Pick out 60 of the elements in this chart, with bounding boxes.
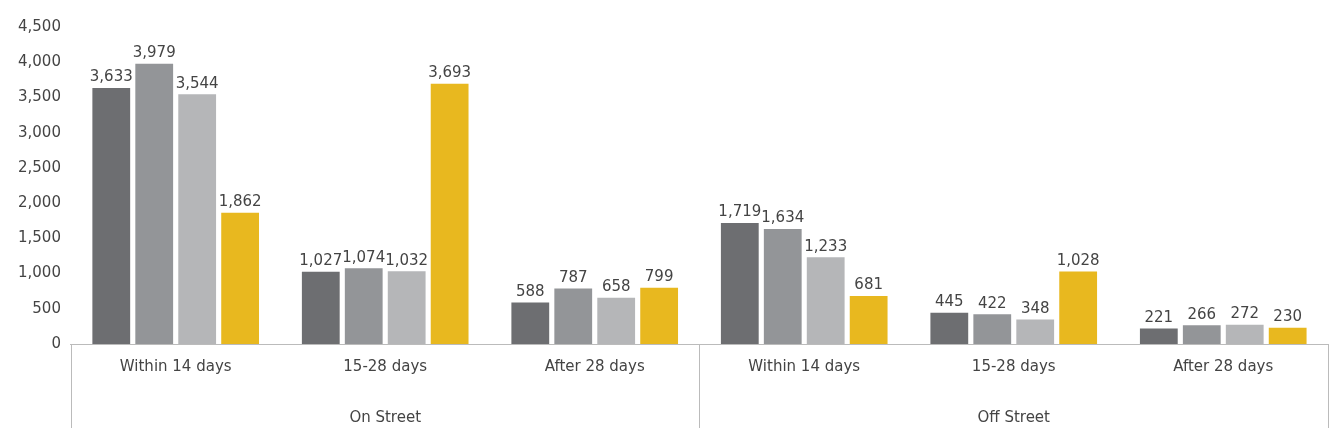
data-label: 1,719 xyxy=(718,202,762,221)
bar xyxy=(92,88,131,344)
text: Off Street xyxy=(977,408,1051,427)
x-tick-label: 15-28 days xyxy=(971,356,1056,375)
bar xyxy=(221,212,260,344)
bar xyxy=(1268,327,1307,344)
data-label: 422 xyxy=(977,293,1007,312)
x-tick-label: After 28 days xyxy=(1173,356,1274,375)
y-tick-label: 0 xyxy=(51,333,61,352)
data-label: 1,074 xyxy=(342,247,386,266)
x-tick-label: 15-28 days xyxy=(343,356,428,375)
data-label: 1,028 xyxy=(1056,250,1100,269)
bar xyxy=(301,271,340,344)
bar xyxy=(1182,325,1221,344)
y-tick-label: 1,500 xyxy=(17,228,61,247)
data-label: 266 xyxy=(1187,304,1217,323)
data-label: 1,027 xyxy=(299,251,343,270)
bar xyxy=(763,228,802,344)
y-tick-label: 4,500 xyxy=(17,16,61,35)
y-tick-label: 3,500 xyxy=(17,87,61,106)
bar xyxy=(554,288,593,344)
y-tick-label: 500 xyxy=(32,298,61,317)
x-tick-label: Within 14 days xyxy=(748,356,861,375)
data-label: 1,233 xyxy=(804,236,848,255)
data-label: 799 xyxy=(644,267,674,286)
bar xyxy=(849,296,888,344)
data-label: 445 xyxy=(934,292,964,311)
y-tick-label: 1,000 xyxy=(17,263,61,282)
data-label: 221 xyxy=(1144,307,1174,326)
y-tick-label: 3,000 xyxy=(17,122,61,141)
data-label: 3,633 xyxy=(89,67,133,86)
data-label: 658 xyxy=(601,277,631,296)
data-label: 3,979 xyxy=(132,43,176,62)
bar xyxy=(720,222,759,344)
y-tick-label: 4,000 xyxy=(17,52,61,71)
data-label: 230 xyxy=(1273,307,1302,326)
bar xyxy=(430,83,469,344)
data-label: 272 xyxy=(1230,304,1260,323)
bar xyxy=(973,314,1012,344)
bar xyxy=(344,268,383,344)
y-tick-label: 2,000 xyxy=(17,193,61,211)
data-label: 348 xyxy=(1020,298,1050,317)
data-label: 3,544 xyxy=(175,73,219,92)
y-tick-label: 2,500 xyxy=(17,157,61,176)
data-label: 588 xyxy=(515,281,545,300)
bar xyxy=(1139,328,1178,344)
text: On Street xyxy=(349,408,422,427)
data-label: 787 xyxy=(558,267,588,286)
data-label: 1,634 xyxy=(761,208,805,227)
bar xyxy=(930,312,969,344)
data-label: 1,862 xyxy=(218,192,262,211)
bar xyxy=(511,302,550,344)
data-label: 3,693 xyxy=(428,63,472,82)
data-label: 681 xyxy=(854,275,883,294)
x-tick-label: Within 14 days xyxy=(119,356,232,375)
bar xyxy=(640,287,679,344)
bar xyxy=(135,63,174,344)
data-label: 1,032 xyxy=(385,250,429,269)
x-tick-label: After 28 days xyxy=(544,356,645,375)
bar xyxy=(1059,271,1098,344)
